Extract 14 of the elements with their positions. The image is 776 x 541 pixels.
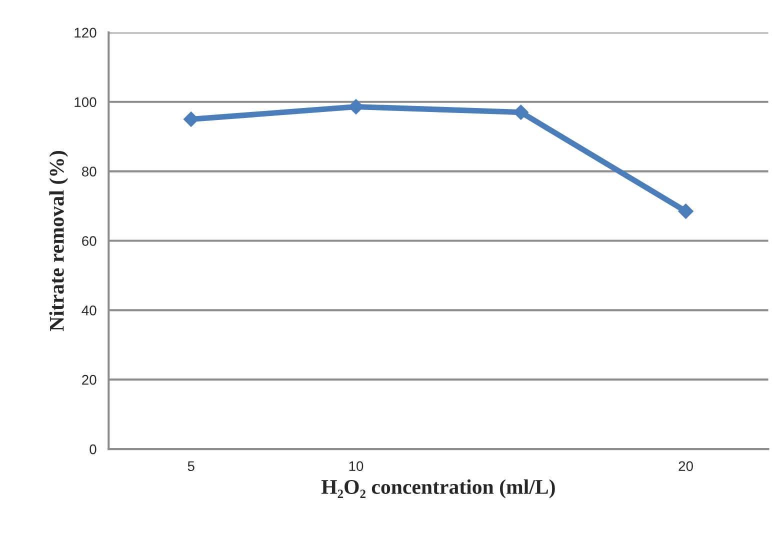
y-tick-label: 0 [90, 444, 96, 454]
y-tick-label: 60 [82, 236, 96, 246]
x-tick-label: 20 [678, 461, 693, 472]
x-tick-label: 10 [349, 461, 364, 472]
y-tick-label: 100 [74, 97, 96, 108]
x-axis-title: H₂O₂ concentration (ml/L) [321, 479, 555, 498]
y-tick-label: 20 [82, 374, 96, 385]
y-axis-title: Nitrate removal (%) [49, 151, 68, 331]
y-tick-label: 80 [82, 166, 96, 176]
x-tick-label: 5 [188, 461, 194, 472]
y-tick-label: 40 [82, 306, 96, 316]
y-tick-label: 120 [74, 28, 96, 38]
point [678, 204, 694, 219]
point [184, 112, 199, 127]
